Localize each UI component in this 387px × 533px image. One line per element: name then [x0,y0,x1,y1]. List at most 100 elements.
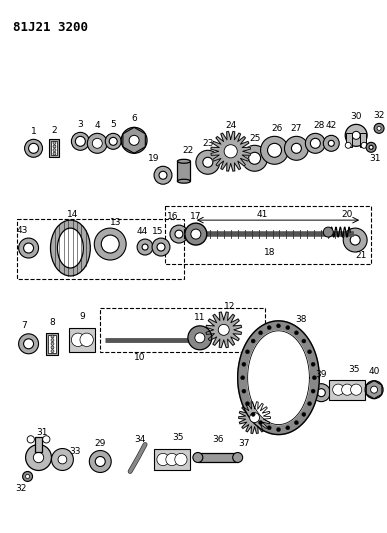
Circle shape [26,445,51,471]
Bar [35,437,42,453]
Text: 25: 25 [249,134,260,143]
Circle shape [24,243,34,253]
Circle shape [317,389,325,397]
Circle shape [71,333,85,346]
Circle shape [224,145,237,158]
Circle shape [105,133,121,149]
Bar [346,133,352,147]
Circle shape [58,455,67,464]
Circle shape [170,225,188,243]
Polygon shape [238,321,319,434]
Text: 31: 31 [369,154,381,163]
Circle shape [152,238,170,256]
Text: 28: 28 [313,121,325,130]
Text: 15: 15 [152,227,164,236]
Circle shape [291,143,301,154]
Circle shape [366,142,376,152]
Circle shape [51,342,54,345]
Circle shape [369,146,373,149]
Text: 10: 10 [134,353,146,362]
Circle shape [302,413,306,416]
Circle shape [29,143,39,154]
Text: 34: 34 [134,435,146,444]
Circle shape [22,472,33,481]
Text: 24: 24 [225,121,236,130]
Circle shape [195,333,205,343]
Text: 20: 20 [341,209,353,219]
Text: 11: 11 [194,313,205,322]
Circle shape [328,140,334,147]
Text: 5: 5 [110,120,116,129]
Circle shape [245,350,250,354]
Circle shape [19,238,39,258]
Text: 8: 8 [50,318,55,327]
Text: 3: 3 [77,120,83,129]
Text: 38: 38 [296,316,307,325]
Bar [165,206,371,264]
Bar [360,133,366,147]
Circle shape [137,239,153,255]
Ellipse shape [50,220,90,276]
Text: 7: 7 [22,321,27,330]
Text: 43: 43 [17,225,28,235]
Circle shape [245,402,250,406]
Circle shape [374,123,384,133]
Bar [198,453,238,463]
Circle shape [92,139,102,148]
Text: 16: 16 [167,212,179,221]
Circle shape [203,157,213,167]
Bar [51,141,57,155]
Circle shape [284,136,308,160]
Text: 40: 40 [368,367,380,376]
Circle shape [323,135,339,151]
Circle shape [25,139,43,157]
Circle shape [312,384,330,402]
Circle shape [24,339,34,349]
Circle shape [233,453,243,463]
Text: 1: 1 [31,127,36,136]
Bar [329,379,365,400]
Text: 21: 21 [356,251,367,260]
Circle shape [101,235,119,253]
Text: 35: 35 [348,365,360,374]
Circle shape [277,324,281,328]
Circle shape [311,362,315,366]
Circle shape [308,350,312,354]
Text: 44: 44 [137,227,148,236]
Circle shape [51,449,74,471]
Circle shape [241,376,245,379]
Circle shape [51,338,54,342]
Circle shape [251,339,255,343]
Polygon shape [248,331,309,425]
Text: 29: 29 [94,439,106,448]
Text: 18: 18 [264,247,275,256]
Text: 6: 6 [131,114,137,123]
Bar [154,449,190,471]
Text: 17: 17 [190,212,202,221]
Bar [17,219,184,279]
Circle shape [248,152,260,164]
Circle shape [323,227,333,237]
Circle shape [26,474,29,479]
Circle shape [310,139,320,148]
Text: 42: 42 [325,121,337,130]
Circle shape [295,421,298,425]
Circle shape [352,131,360,139]
Circle shape [121,127,147,154]
Text: 22: 22 [182,146,194,155]
Circle shape [89,450,111,472]
Circle shape [53,152,56,155]
Circle shape [305,133,325,154]
Circle shape [260,136,288,164]
Circle shape [27,435,34,443]
Circle shape [259,331,262,335]
Circle shape [250,413,260,423]
Circle shape [191,229,201,239]
Ellipse shape [57,228,83,268]
Circle shape [295,331,298,335]
Bar [48,335,57,353]
Circle shape [166,454,178,466]
Circle shape [129,135,139,146]
Circle shape [87,133,107,154]
Circle shape [53,141,56,144]
